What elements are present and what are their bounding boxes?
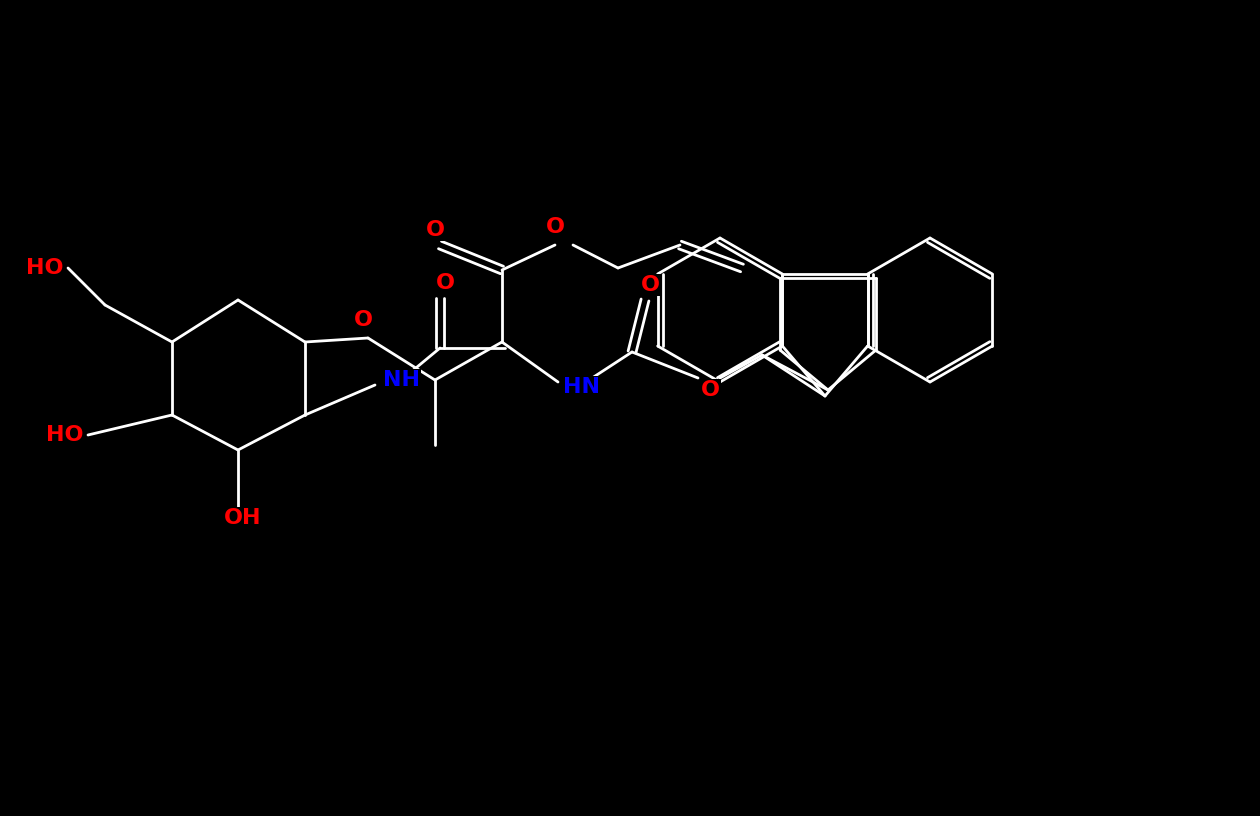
Text: HN: HN [563, 377, 600, 397]
Text: O: O [546, 217, 564, 237]
Text: O: O [426, 220, 445, 240]
Text: HO: HO [25, 258, 63, 278]
Text: HO: HO [45, 425, 83, 445]
Text: OH: OH [224, 508, 262, 528]
Text: O: O [354, 310, 373, 330]
Text: O: O [701, 380, 719, 400]
Text: NH: NH [383, 370, 420, 390]
Text: O: O [640, 275, 659, 295]
Text: O: O [436, 273, 455, 293]
